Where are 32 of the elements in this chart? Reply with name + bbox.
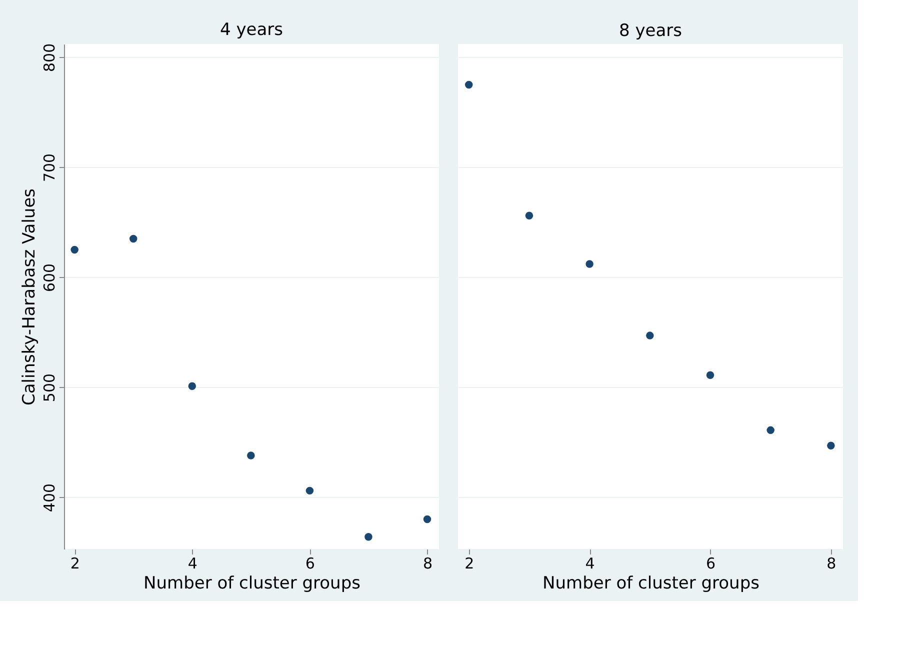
chart-title: 4 years bbox=[220, 20, 284, 40]
y-tick-label: 500 bbox=[40, 373, 58, 402]
x-tick-label: 8 bbox=[422, 554, 433, 572]
y-tick-label: 700 bbox=[40, 153, 58, 182]
x-tick-label: 2 bbox=[70, 554, 80, 572]
point bbox=[706, 371, 714, 380]
point bbox=[129, 234, 138, 243]
point bbox=[464, 80, 473, 89]
point bbox=[70, 246, 78, 254]
y-tick-label: 800 bbox=[40, 43, 58, 72]
chart-title: 8 years bbox=[618, 21, 682, 41]
x-tick-label: 8 bbox=[826, 554, 836, 572]
y-tick-label: 400 bbox=[40, 483, 58, 512]
x-tick-label: 6 bbox=[706, 554, 716, 572]
x-axis-title: Number of cluster groups bbox=[144, 574, 361, 594]
y-axis-title: Calinsky-Harabasz Values bbox=[20, 188, 40, 406]
point bbox=[364, 533, 372, 541]
x-tick-label: 2 bbox=[464, 554, 474, 572]
point bbox=[247, 452, 255, 460]
point bbox=[586, 260, 594, 268]
point bbox=[827, 442, 835, 450]
y-tick-label: 600 bbox=[40, 263, 58, 292]
x-tick-label: 4 bbox=[188, 554, 198, 572]
point bbox=[306, 486, 314, 495]
x-axis-title: Number of cluster groups bbox=[542, 574, 760, 594]
point bbox=[646, 332, 654, 340]
point bbox=[766, 426, 774, 434]
point bbox=[423, 515, 432, 524]
point bbox=[525, 212, 534, 220]
point bbox=[188, 382, 196, 390]
x-tick-label: 6 bbox=[305, 554, 315, 572]
x-tick-label: 4 bbox=[585, 554, 595, 572]
